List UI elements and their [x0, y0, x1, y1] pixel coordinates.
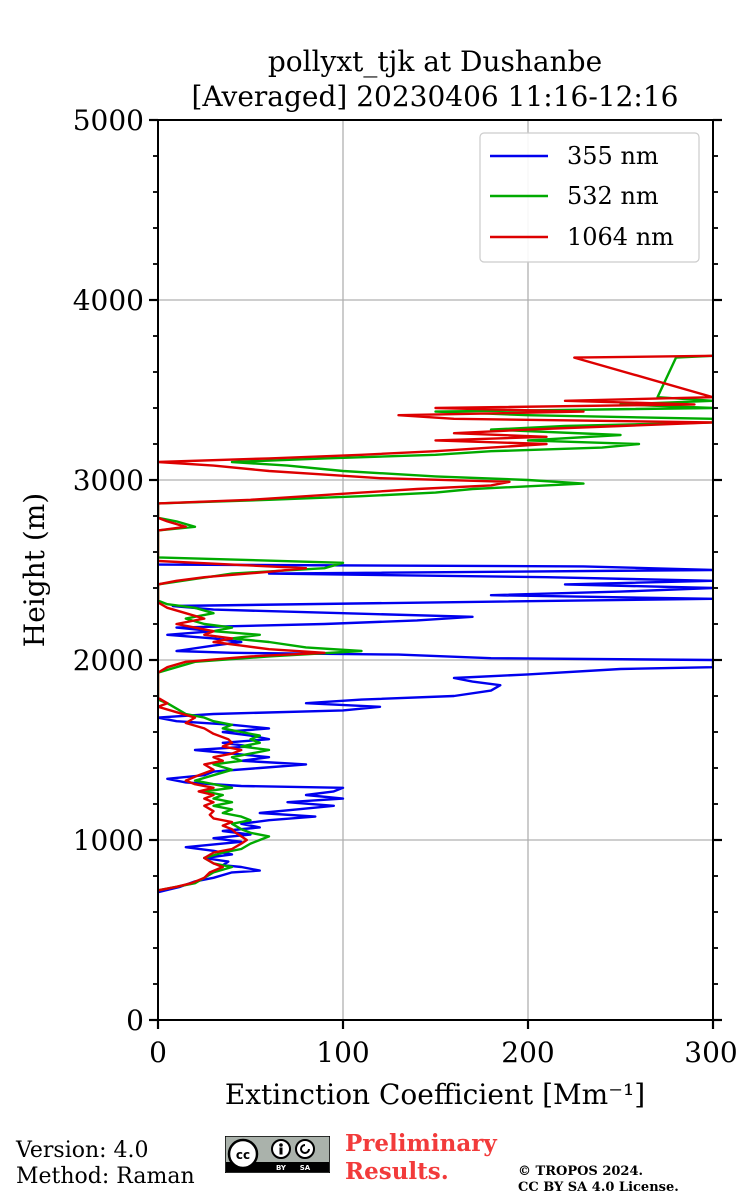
version-text: Version: 4.0: [16, 1138, 149, 1163]
version-block: Version: 4.0 Method: Raman: [16, 1138, 195, 1190]
y-tick-label: 2000: [73, 644, 144, 677]
y-tick-label: 1000: [73, 824, 144, 857]
y-tick-label: 3000: [73, 464, 144, 497]
series-line-532-nm: [158, 354, 713, 892]
legend-label-355: 355 nm: [567, 142, 659, 170]
x-tick-label: 0: [149, 1036, 167, 1069]
cc-license-badge: cc BY SA: [225, 1136, 330, 1173]
x-tick-label: 200: [501, 1036, 554, 1069]
chart-title-line-1: pollyxt_tjk at Dushanbe: [268, 45, 602, 78]
preliminary-notice: Preliminary Results.: [345, 1130, 497, 1186]
series-line-355-nm: [158, 563, 713, 894]
copyright-line-2: CC BY SA 4.0 License.: [518, 1180, 679, 1195]
preliminary-line-1: Preliminary: [345, 1130, 497, 1157]
legend-label-1064: 1064 nm: [567, 223, 674, 251]
y-tick-label: 4000: [73, 284, 144, 317]
y-tick-label: 5000: [73, 104, 144, 137]
svg-text:SA: SA: [300, 1164, 311, 1172]
y-tick-label: 0: [126, 1004, 144, 1037]
copyright-line-1: © TROPOS 2024.: [518, 1164, 644, 1179]
axis-ticks: 0 1000 2000 3000 4000 5000 0 100 200 300: [73, 104, 738, 1069]
copyright-block: © TROPOS 2024. CC BY SA 4.0 License.: [518, 1164, 679, 1196]
sa-share-alike-icon: [295, 1139, 315, 1159]
cc-icon: [227, 1138, 259, 1170]
chart-series-layer: [158, 354, 713, 894]
y-axis-label: Height (m): [18, 493, 51, 647]
x-tick-label: 100: [316, 1036, 369, 1069]
x-tick-label: 300: [684, 1036, 737, 1069]
svg-text:cc: cc: [236, 1148, 250, 1162]
legend: 355 nm 532 nm 1064 nm: [479, 132, 700, 263]
method-text: Method: Raman: [16, 1164, 195, 1189]
legend-label-532: 532 nm: [567, 182, 659, 210]
svg-text:BY: BY: [276, 1164, 287, 1172]
series-line-1064-nm: [158, 354, 713, 892]
chart-title-line-2: [Averaged] 20230406 11:16-12:16: [192, 80, 679, 113]
plot-frame: [157, 119, 714, 1021]
legend-box: [479, 132, 700, 263]
x-axis-label: Extinction Coefficient [Mm⁻¹]: [225, 1078, 645, 1111]
preliminary-line-2: Results.: [345, 1158, 449, 1185]
